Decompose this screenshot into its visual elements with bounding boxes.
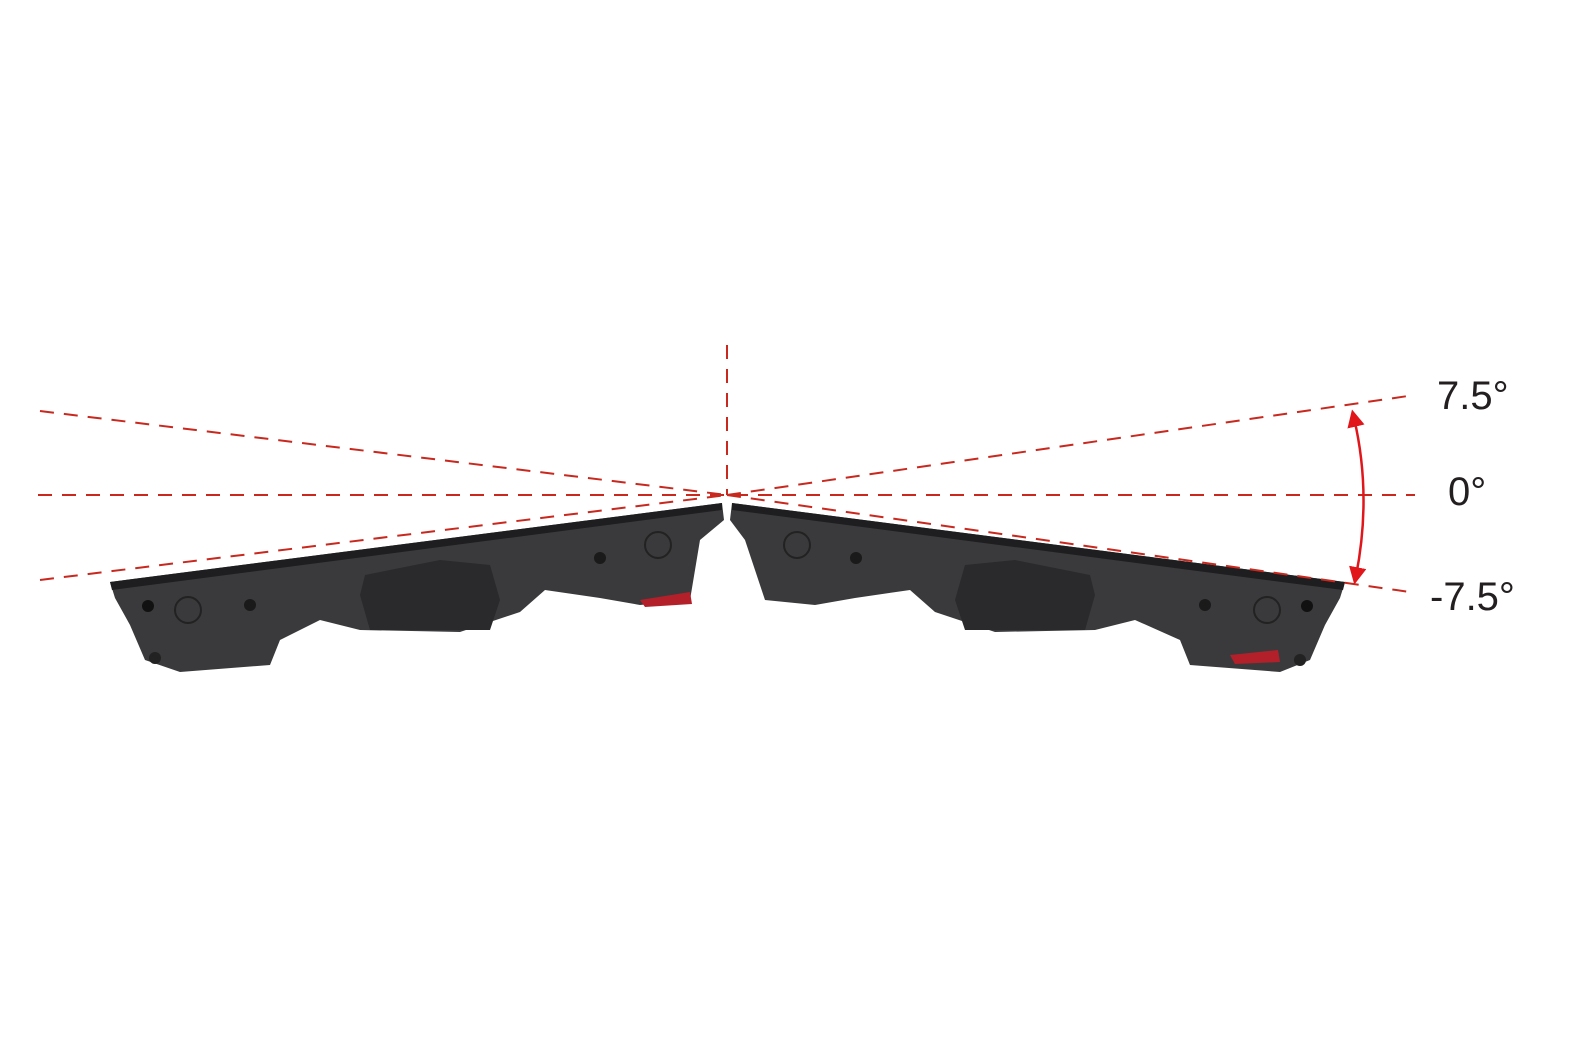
angle-label-zero: 0°: [1448, 470, 1487, 514]
right-led-panel: [730, 503, 1345, 672]
left-lower-line: [39, 494, 728, 581]
angle-range-arrow: [1347, 409, 1367, 585]
left-upper-line: [39, 410, 728, 496]
upper-7-5-line: [726, 395, 1409, 496]
angle-guide-lines: [38, 345, 1415, 593]
left-led-panel: [110, 503, 724, 672]
angle-label-lower: -7.5°: [1430, 575, 1515, 619]
latch-icon: [640, 592, 692, 607]
angle-label-upper: 7.5°: [1437, 374, 1509, 418]
latch-icon: [1230, 650, 1280, 664]
lower-7-5-line: [726, 494, 1411, 593]
